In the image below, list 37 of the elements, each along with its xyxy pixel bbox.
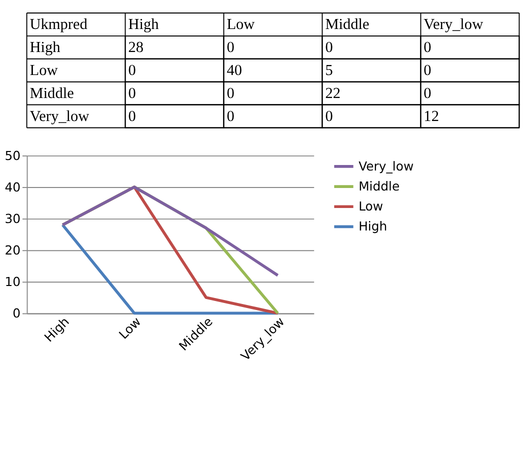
data-label: 0 — [128, 85, 136, 102]
data-label: 0 — [424, 39, 432, 56]
data-label: 28 — [128, 39, 144, 56]
x-tick-label: Middle — [325, 16, 370, 34]
x-tick-label: Low — [116, 314, 144, 342]
x-tick-label: High — [128, 16, 160, 34]
data-label: 0 — [424, 85, 432, 102]
data-label: 0 — [226, 85, 235, 102]
legend-label: Middle — [358, 178, 400, 194]
data-label: 0 — [424, 62, 432, 80]
data-label: 12 — [424, 108, 439, 126]
y-tick-label: High — [30, 39, 61, 56]
data-label: 0 — [128, 108, 136, 126]
y-tick-label: Middle — [30, 85, 74, 102]
y-tick-label: 20 — [4, 242, 21, 258]
y-tick-label: 50 — [4, 148, 21, 163]
data-label: 0 — [226, 108, 235, 126]
annotation: Ukmpred — [30, 16, 88, 34]
y-tick-label: 10 — [4, 274, 21, 289]
data-label: 0 — [226, 39, 235, 56]
y-tick-label: Low — [30, 62, 58, 80]
legend-label: Very_low — [358, 158, 414, 174]
line-series — [61, 186, 280, 277]
data-label: 40 — [226, 62, 242, 80]
legend-label: High — [358, 218, 388, 234]
data-label: 22 — [325, 85, 340, 102]
data-label: 0 — [128, 62, 136, 80]
y-tick-label: 40 — [4, 179, 21, 194]
y-tick-label: 30 — [4, 210, 21, 226]
y-tick-label: 0 — [12, 306, 21, 321]
x-tick-label: Very_low — [424, 16, 484, 34]
legend-label: Low — [358, 198, 384, 214]
data-label: 5 — [325, 62, 334, 80]
data-label: 0 — [325, 39, 334, 56]
data-label: 0 — [325, 108, 334, 126]
x-tick-label: Low — [226, 16, 255, 34]
y-tick-label: Very_low — [30, 108, 90, 126]
